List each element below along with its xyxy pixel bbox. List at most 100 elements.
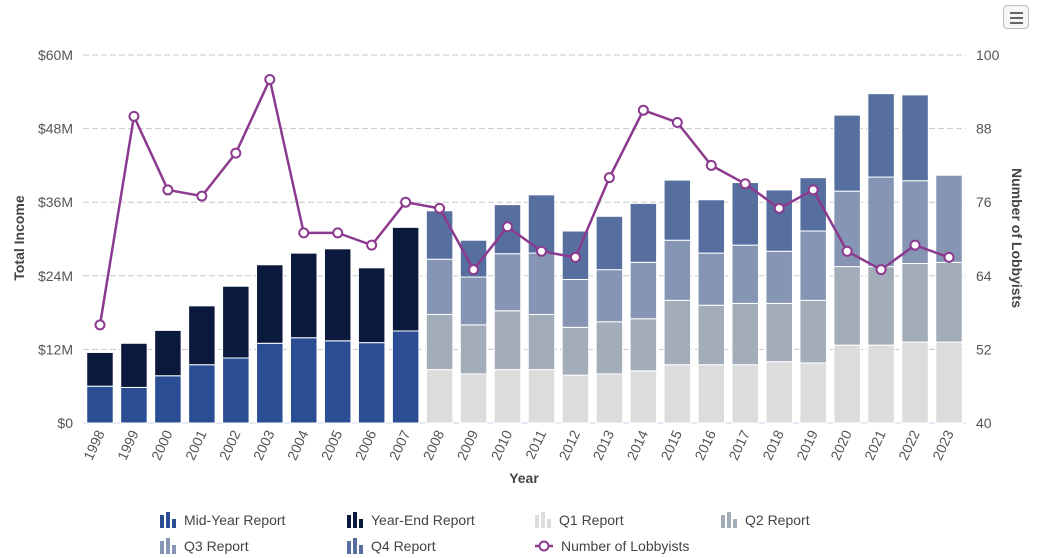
bar-segment[interactable] <box>425 258 454 315</box>
bar-segment[interactable] <box>222 285 250 359</box>
legend-item[interactable]: Number of Lobbyists <box>535 538 689 554</box>
bar-segment[interactable] <box>867 176 895 268</box>
legend-item[interactable]: Mid-Year Report <box>160 512 285 528</box>
bar-segment[interactable] <box>527 369 556 424</box>
lobbyists-point[interactable] <box>569 251 581 263</box>
lobbyists-point[interactable] <box>94 319 106 331</box>
bar-segment[interactable] <box>561 326 590 376</box>
bar-segment[interactable] <box>765 250 793 304</box>
bar-segment[interactable] <box>935 261 963 343</box>
bar-segment[interactable] <box>799 362 827 424</box>
bar-segment[interactable] <box>833 344 861 424</box>
lobbyists-point[interactable] <box>739 178 751 190</box>
bar-segment[interactable] <box>595 373 624 424</box>
bar-segment[interactable] <box>391 330 420 424</box>
bar-segment[interactable] <box>765 189 793 252</box>
bar-segment[interactable] <box>833 266 861 346</box>
bar-segment[interactable] <box>595 215 624 271</box>
lobbyists-point[interactable] <box>671 116 683 128</box>
bar-segment[interactable] <box>493 310 522 371</box>
lobbyists-point[interactable] <box>196 190 208 202</box>
bar-segment[interactable] <box>323 340 352 424</box>
bar-segment[interactable] <box>154 329 182 377</box>
bar-segment[interactable] <box>188 364 216 424</box>
lobbyists-point[interactable] <box>502 221 514 233</box>
bar-segment[interactable] <box>357 342 386 424</box>
lobbyists-point[interactable] <box>434 202 446 214</box>
lobbyists-point[interactable] <box>637 104 649 116</box>
hamburger-menu-icon[interactable] <box>1003 5 1029 29</box>
bar-segment[interactable] <box>867 344 895 424</box>
bar-segment[interactable] <box>154 375 182 424</box>
legend-item[interactable]: Q2 Report <box>721 512 810 528</box>
bar-segment[interactable] <box>425 369 454 424</box>
lobbyists-point[interactable] <box>264 74 276 86</box>
lobbyists-point[interactable] <box>909 239 921 251</box>
bar-segment[interactable] <box>663 364 692 424</box>
lobbyists-point[interactable] <box>841 245 853 257</box>
bar-segment[interactable] <box>290 252 318 339</box>
bar-segment[interactable] <box>935 174 963 263</box>
bar-segment[interactable] <box>629 261 658 320</box>
bar-segment[interactable] <box>697 364 726 424</box>
bar-segment[interactable] <box>935 341 963 424</box>
bar-segment[interactable] <box>765 302 793 363</box>
bar-segment[interactable] <box>799 299 827 364</box>
lobbyists-point[interactable] <box>773 202 785 214</box>
lobbyists-point[interactable] <box>298 227 310 239</box>
bar-segment[interactable] <box>663 239 692 301</box>
bar-segment[interactable] <box>731 364 759 424</box>
bar-segment[interactable] <box>697 199 726 254</box>
bar-segment[interactable] <box>120 386 148 424</box>
lobbyists-point[interactable] <box>807 184 819 196</box>
legend-item[interactable]: Year-End Report <box>347 512 475 528</box>
bar-segment[interactable] <box>731 244 759 304</box>
bar-segment[interactable] <box>901 263 929 343</box>
bar-segment[interactable] <box>256 342 284 424</box>
bar-segment[interactable] <box>527 252 556 315</box>
bar-segment[interactable] <box>697 304 726 366</box>
lobbyists-point[interactable] <box>943 251 955 263</box>
bar-segment[interactable] <box>731 302 759 366</box>
lobbyists-point[interactable] <box>128 110 140 122</box>
bar-segment[interactable] <box>629 370 658 424</box>
lobbyists-point[interactable] <box>230 147 242 159</box>
bar-segment[interactable] <box>188 305 216 366</box>
bar-segment[interactable] <box>493 369 522 424</box>
bar-segment[interactable] <box>222 357 250 424</box>
lobbyists-point[interactable] <box>366 239 378 251</box>
lobbyists-point[interactable] <box>468 264 480 276</box>
bar-segment[interactable] <box>425 313 454 371</box>
legend-item[interactable]: Q3 Report <box>160 538 249 554</box>
lobbyists-point[interactable] <box>332 227 344 239</box>
bar-segment[interactable] <box>663 179 692 241</box>
bar-segment[interactable] <box>901 341 929 424</box>
bar-segment[interactable] <box>323 248 352 342</box>
bar-segment[interactable] <box>901 94 929 182</box>
lobbyists-point[interactable] <box>603 172 615 184</box>
bar-segment[interactable] <box>391 226 420 332</box>
bar-segment[interactable] <box>86 385 114 424</box>
bar-segment[interactable] <box>799 230 827 301</box>
bar-segment[interactable] <box>867 93 895 178</box>
bar-segment[interactable] <box>629 318 658 372</box>
lobbyists-point[interactable] <box>875 264 887 276</box>
bar-segment[interactable] <box>493 253 522 312</box>
bar-segment[interactable] <box>731 182 759 246</box>
bar-segment[interactable] <box>629 202 658 263</box>
bar-segment[interactable] <box>527 313 556 371</box>
bar-segment[interactable] <box>357 267 386 344</box>
bar-segment[interactable] <box>459 324 488 375</box>
bar-segment[interactable] <box>120 342 148 388</box>
legend-item[interactable]: Q4 Report <box>347 538 436 554</box>
bar-segment[interactable] <box>595 321 624 375</box>
bar-segment[interactable] <box>697 252 726 306</box>
bar-segment[interactable] <box>459 276 488 326</box>
lobbyists-point[interactable] <box>535 245 547 257</box>
bar-segment[interactable] <box>765 361 793 424</box>
bar-segment[interactable] <box>86 351 114 387</box>
bar-segment[interactable] <box>425 210 454 260</box>
bar-segment[interactable] <box>561 374 590 424</box>
bar-segment[interactable] <box>595 269 624 323</box>
bar-segment[interactable] <box>663 299 692 366</box>
